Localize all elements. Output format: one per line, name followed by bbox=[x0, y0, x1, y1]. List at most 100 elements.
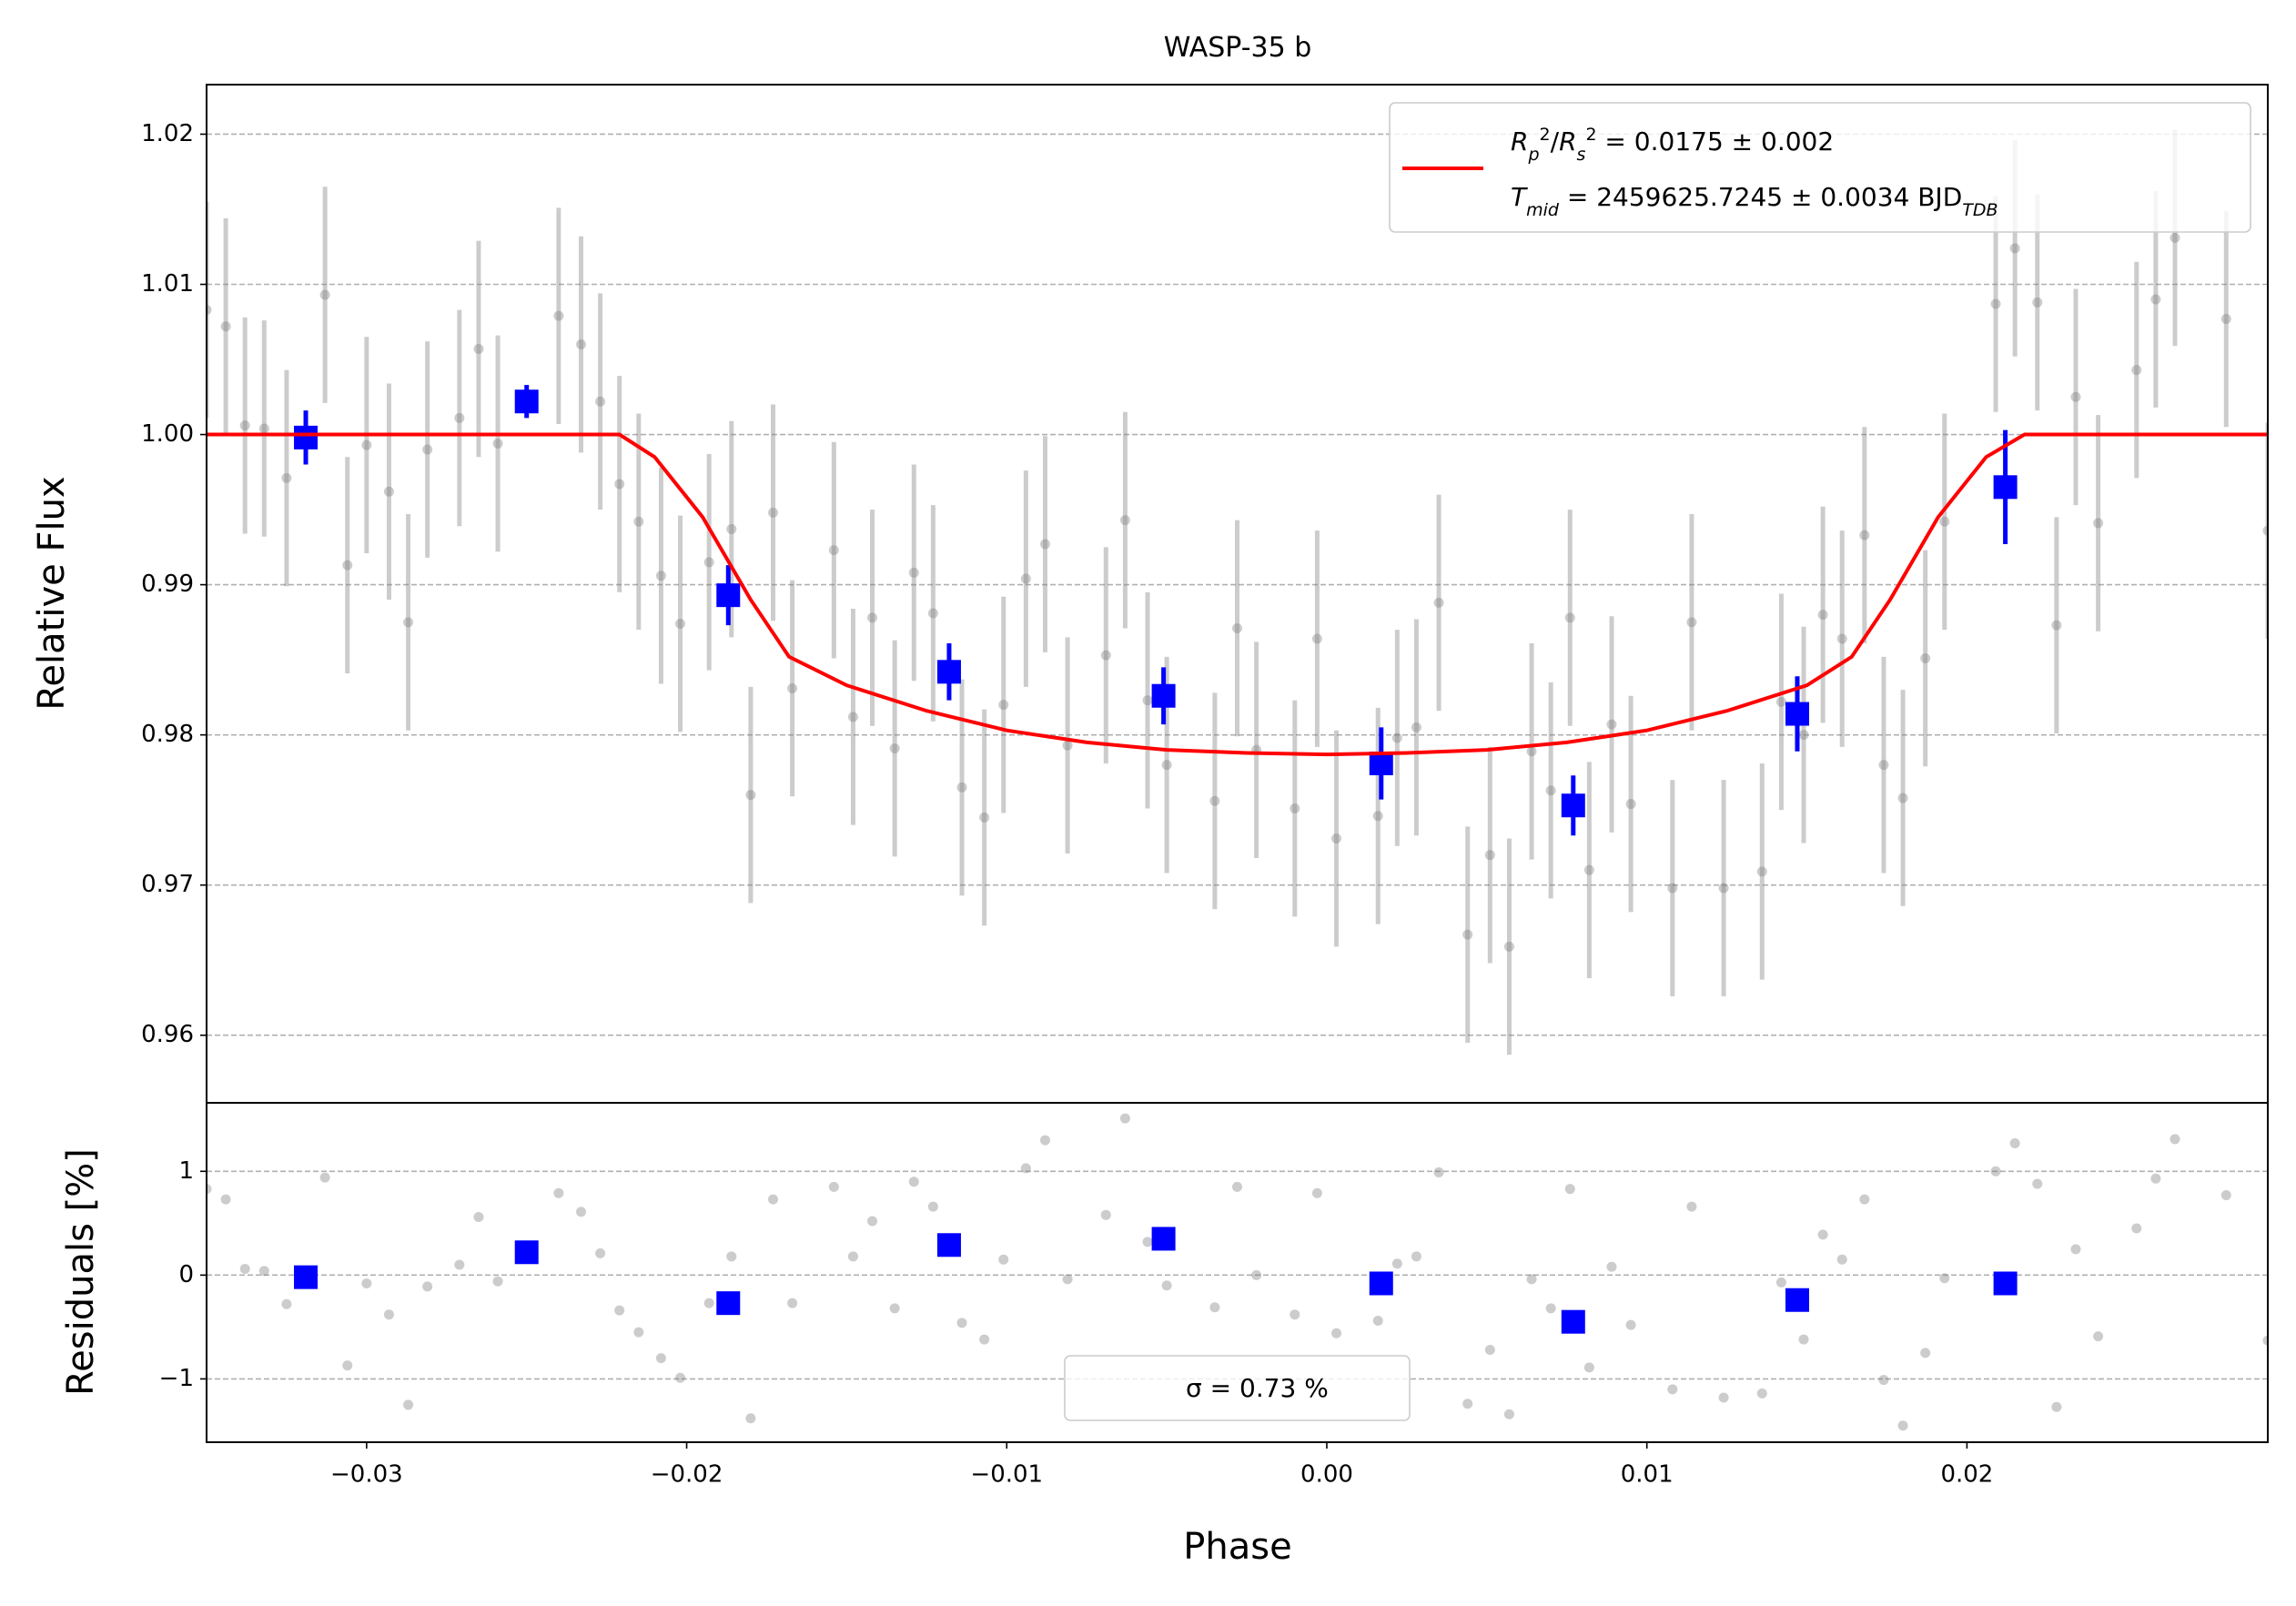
data-point bbox=[1897, 793, 1908, 803]
data-point bbox=[1817, 1229, 1828, 1240]
y-tick-label: 1.00 bbox=[141, 420, 194, 448]
data-point bbox=[595, 1247, 606, 1258]
data-point bbox=[1433, 1167, 1444, 1177]
data-point bbox=[207, 305, 212, 316]
data-point bbox=[2070, 391, 2081, 402]
data-point bbox=[1484, 1344, 1495, 1355]
data-point bbox=[492, 438, 503, 449]
data-point bbox=[2262, 525, 2268, 536]
data-point bbox=[1583, 1362, 1594, 1373]
axes-frame bbox=[206, 1102, 2269, 1443]
data-point bbox=[956, 1318, 967, 1328]
data-point bbox=[553, 1187, 564, 1198]
data-point bbox=[1583, 864, 1594, 875]
y-tick-label: 1.01 bbox=[141, 270, 194, 298]
data-point bbox=[1526, 1274, 1537, 1285]
data-point bbox=[473, 343, 484, 354]
data-point bbox=[889, 742, 900, 753]
data-point bbox=[342, 560, 353, 571]
legend-text: 2 bbox=[1540, 125, 1551, 145]
data-point bbox=[927, 608, 938, 619]
x-axis-label: Phase bbox=[1183, 1526, 1291, 1568]
legend-text: s bbox=[1577, 145, 1586, 165]
binned-point bbox=[1785, 1288, 1809, 1312]
legend-text: / bbox=[1551, 126, 1560, 157]
binned-point bbox=[1993, 475, 2018, 500]
data-point bbox=[908, 1177, 919, 1187]
data-point bbox=[2032, 297, 2043, 308]
binned-point bbox=[294, 425, 319, 449]
data-point bbox=[1686, 1201, 1697, 1212]
data-point bbox=[998, 1254, 1009, 1265]
data-point bbox=[1209, 1302, 1220, 1313]
data-point bbox=[908, 567, 919, 578]
legend-label: σ = 0.73 % bbox=[1186, 1373, 1329, 1403]
data-point bbox=[979, 1334, 990, 1345]
x-tick-label: 0.00 bbox=[1300, 1461, 1353, 1489]
data-point bbox=[1251, 1269, 1262, 1280]
data-point bbox=[1990, 298, 2001, 309]
data-point bbox=[1331, 833, 1342, 844]
binned-point bbox=[936, 660, 961, 684]
data-point bbox=[403, 1399, 414, 1410]
data-point bbox=[2032, 1178, 2043, 1189]
plot-area bbox=[207, 1113, 2268, 1431]
x-tick-label: −0.02 bbox=[651, 1461, 723, 1489]
data-point bbox=[1526, 746, 1537, 757]
data-point bbox=[614, 1305, 625, 1316]
data-point bbox=[2131, 365, 2142, 376]
data-point bbox=[1391, 1258, 1402, 1269]
data-point bbox=[1433, 597, 1444, 608]
data-point bbox=[867, 612, 878, 623]
data-point bbox=[633, 1327, 644, 1338]
data-point bbox=[1667, 883, 1678, 894]
data-point bbox=[1484, 850, 1495, 861]
binned-point bbox=[1369, 752, 1393, 775]
data-point bbox=[220, 1194, 231, 1205]
data-point bbox=[258, 1266, 269, 1277]
data-point bbox=[1897, 1420, 1908, 1431]
data-point bbox=[1020, 573, 1031, 584]
binned-point bbox=[1785, 702, 1809, 726]
data-point bbox=[655, 571, 666, 581]
data-point bbox=[1718, 883, 1729, 894]
data-point bbox=[1564, 612, 1575, 623]
data-point bbox=[726, 1251, 737, 1262]
data-point bbox=[1100, 650, 1111, 661]
data-point bbox=[1142, 1237, 1153, 1247]
data-point bbox=[1606, 719, 1617, 730]
data-point bbox=[1878, 760, 1889, 771]
legend-text: R bbox=[1559, 126, 1576, 157]
data-point bbox=[1545, 785, 1556, 796]
data-point bbox=[1545, 1303, 1556, 1314]
data-point bbox=[1020, 1163, 1031, 1174]
data-point bbox=[828, 545, 839, 556]
data-point bbox=[2220, 313, 2231, 324]
data-point bbox=[1161, 760, 1172, 771]
data-point bbox=[655, 1353, 666, 1364]
binned-point bbox=[1151, 1227, 1176, 1251]
data-point bbox=[595, 396, 606, 407]
data-point bbox=[2070, 1244, 2081, 1255]
data-point bbox=[1503, 1409, 1514, 1419]
data-point bbox=[675, 619, 686, 630]
binned-point bbox=[1993, 1271, 2018, 1296]
data-point bbox=[361, 1278, 372, 1288]
data-point bbox=[1798, 1334, 1809, 1345]
y-tick-label: 0 bbox=[178, 1261, 194, 1288]
data-point bbox=[2262, 1335, 2268, 1346]
data-point bbox=[281, 1298, 292, 1309]
data-point bbox=[1232, 1181, 1242, 1192]
data-point bbox=[1142, 695, 1153, 706]
binned-point bbox=[514, 1240, 539, 1265]
y-tick-label: −1 bbox=[159, 1365, 194, 1392]
data-point bbox=[361, 439, 372, 450]
data-point bbox=[1836, 633, 1847, 644]
data-point bbox=[889, 1303, 900, 1314]
data-point bbox=[1667, 1384, 1678, 1395]
data-point bbox=[1062, 740, 1073, 751]
data-point bbox=[2170, 1134, 2180, 1145]
